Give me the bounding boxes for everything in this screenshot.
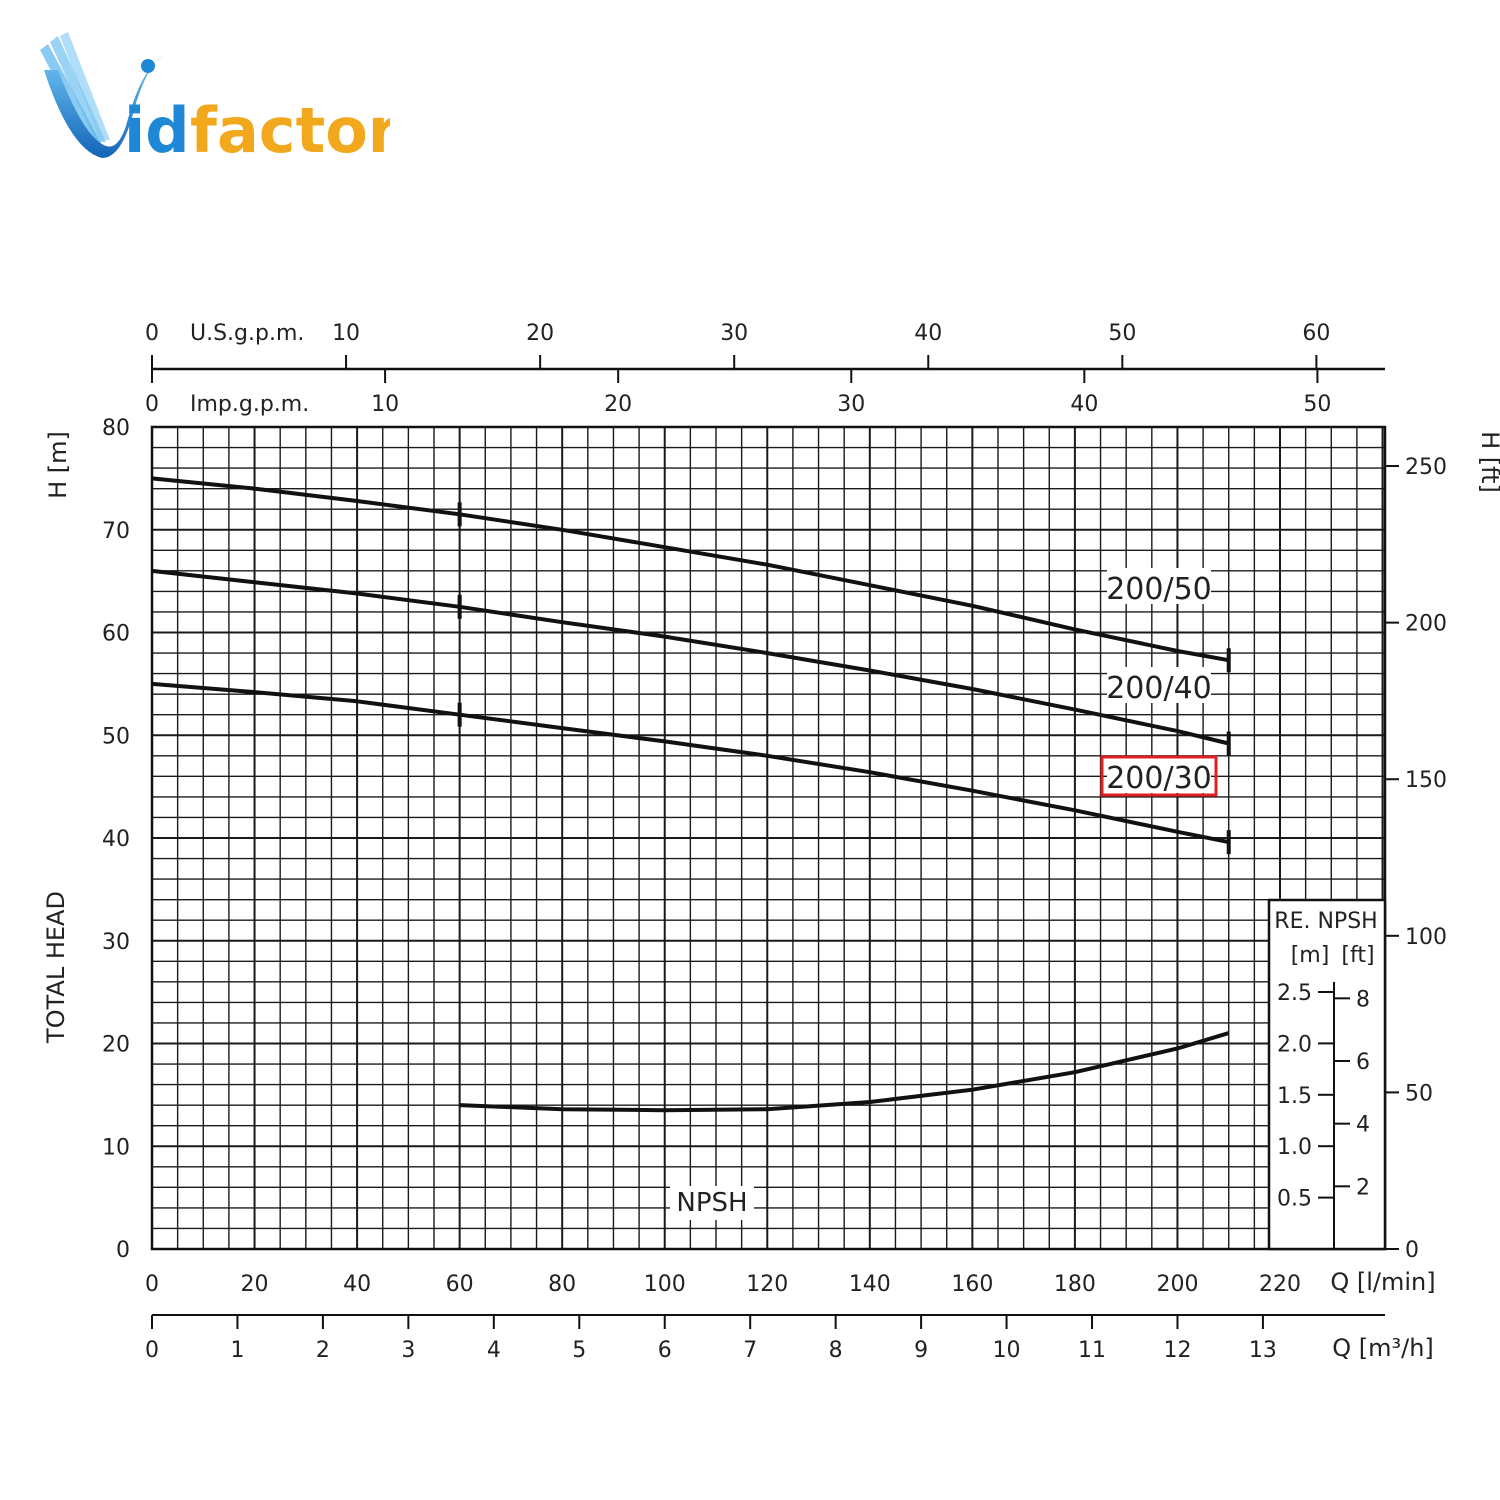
m3h-tick-label: 12 xyxy=(1163,1338,1191,1363)
x-tick-label-lpm: 200 xyxy=(1156,1272,1198,1297)
x-tick-label-lpm: 40 xyxy=(343,1272,371,1297)
x-tick-label-lpm: 100 xyxy=(644,1272,686,1297)
x-axis-label-lpm: Q [l/min] xyxy=(1330,1268,1435,1296)
usgpm-tick-label: 10 xyxy=(332,321,360,346)
y-tick-label-m: 80 xyxy=(102,416,130,441)
m3h-tick-label: 2 xyxy=(316,1338,330,1363)
chart-grid xyxy=(150,425,1387,1251)
y-tick-label-m: 50 xyxy=(102,724,130,749)
impgpm-tick-label: 10 xyxy=(371,392,399,417)
npsh-curve-label: NPSH xyxy=(676,1188,747,1218)
m3h-tick-label: 5 xyxy=(572,1338,586,1363)
y-tick-label-ft: 100 xyxy=(1405,925,1447,950)
x-tick-label-lpm: 220 xyxy=(1259,1272,1301,1297)
y-tick-label-m: 0 xyxy=(116,1238,130,1263)
chart-series: 200/50 200/40 200/30 xyxy=(151,476,1231,1220)
usgpm-tick-label: 50 xyxy=(1108,321,1136,346)
usgpm-tick-label: 0 xyxy=(145,321,159,346)
y-tick-label-ft: 150 xyxy=(1405,768,1447,793)
y-axis-label-total-head: TOTAL HEAD xyxy=(42,891,70,1044)
x-tick-label-lpm: 120 xyxy=(746,1272,788,1297)
impgpm-tick-label: 40 xyxy=(1070,392,1098,417)
y-axis-label-h-ft: H [ft] xyxy=(1476,431,1500,493)
logo-text-factor: factor xyxy=(190,94,390,167)
npsh-tick-label-ft: 4 xyxy=(1356,1113,1370,1138)
x-tick-label-lpm: 180 xyxy=(1054,1272,1096,1297)
x-tick-label-lpm: 80 xyxy=(548,1272,576,1297)
npsh-axis-title: RE. NPSH xyxy=(1274,909,1377,934)
npsh-unit-m: [m] xyxy=(1291,943,1330,968)
curve-label-200-40: 200/40 xyxy=(1106,671,1212,706)
logo-text-id: id xyxy=(124,94,190,167)
npsh-tick-label-m: 1.5 xyxy=(1277,1084,1312,1109)
curve-label-200-30: 200/30 xyxy=(1106,761,1212,796)
impgpm-tick-label: 50 xyxy=(1303,392,1331,417)
m3h-tick-label: 13 xyxy=(1249,1338,1277,1363)
m3h-tick-label: 1 xyxy=(230,1338,244,1363)
highlight-box xyxy=(1100,755,1218,797)
top-axis-label-usgpm: U.S.g.p.m. xyxy=(190,321,304,346)
plot-frame xyxy=(150,425,1387,1251)
y-tick-label-ft: 200 xyxy=(1405,612,1447,637)
x-tick-label-lpm: 20 xyxy=(241,1272,269,1297)
usgpm-tick-label: 40 xyxy=(914,321,942,346)
curve-200-40 xyxy=(151,568,1230,746)
m3h-tick-label: 11 xyxy=(1078,1338,1106,1363)
npsh-tick-label-m: 2.5 xyxy=(1277,981,1312,1006)
curve-200-30 xyxy=(151,681,1230,845)
npsh-panel xyxy=(1267,898,1387,1251)
npsh-tick-label-ft: 2 xyxy=(1356,1175,1370,1200)
npsh-label-bg xyxy=(670,1186,754,1220)
curve-label-bg xyxy=(1107,757,1211,793)
npsh-inset: 0.5 1.0 1.5 2.0 2.5 2 4 6 8 xyxy=(1267,898,1387,1251)
top-axis-label-impgpm: Imp.g.p.m. xyxy=(190,392,309,417)
curve-label-bg xyxy=(1107,667,1211,703)
m3h-tick-label: 0 xyxy=(145,1338,159,1363)
logo-feather-icon xyxy=(40,32,110,145)
y-tick-label-m: 60 xyxy=(102,622,130,647)
npsh-curve xyxy=(459,1031,1230,1113)
y-tick-label-m: 30 xyxy=(102,930,130,955)
m3h-tick-label: 7 xyxy=(743,1338,757,1363)
m3h-tick-label: 9 xyxy=(914,1338,928,1363)
y-tick-label-m: 70 xyxy=(102,519,130,544)
usgpm-tick-label: 20 xyxy=(526,321,554,346)
m3h-tick-label: 8 xyxy=(829,1338,843,1363)
m3h-tick-label: 3 xyxy=(401,1338,415,1363)
m3h-tick-label: 6 xyxy=(658,1338,672,1363)
vidfactor-logo: id factor xyxy=(40,32,390,167)
impgpm-tick-label: 30 xyxy=(837,392,865,417)
y-tick-label-m: 20 xyxy=(102,1033,130,1058)
npsh-tick-label-m: 1.0 xyxy=(1277,1135,1312,1160)
x-tick-label-lpm: 140 xyxy=(849,1272,891,1297)
impgpm-tick-label: 0 xyxy=(145,392,159,417)
npsh-unit-ft: [ft] xyxy=(1341,943,1374,968)
y-tick-label-m: 40 xyxy=(102,827,130,852)
curve-200-50 xyxy=(151,476,1230,663)
y-tick-label-m: 10 xyxy=(102,1135,130,1160)
x-tick-label-lpm: 60 xyxy=(446,1272,474,1297)
x-tick-label-lpm: 0 xyxy=(145,1272,159,1297)
curve-label-200-50: 200/50 xyxy=(1106,572,1212,607)
y-tick-label-ft: 50 xyxy=(1405,1081,1433,1106)
y-tick-label-ft: 0 xyxy=(1405,1238,1419,1263)
npsh-tick-label-m: 2.0 xyxy=(1277,1032,1312,1057)
x-axis-label-m3h: Q [m³/h] xyxy=(1332,1334,1434,1362)
m3h-tick-label: 4 xyxy=(487,1338,501,1363)
y-tick-label-ft: 250 xyxy=(1405,455,1447,480)
m3h-tick-label: 10 xyxy=(993,1338,1021,1363)
curve-label-bg xyxy=(1107,568,1211,604)
npsh-tick-label-ft: 6 xyxy=(1356,1050,1370,1075)
y-axis-label-h-m: H [m] xyxy=(44,431,72,499)
impgpm-tick-label: 20 xyxy=(604,392,632,417)
logo-v-mark xyxy=(44,55,164,158)
npsh-tick-label-m: 0.5 xyxy=(1277,1187,1312,1212)
x-tick-label-lpm: 160 xyxy=(951,1272,993,1297)
usgpm-tick-label: 30 xyxy=(720,321,748,346)
usgpm-tick-label: 60 xyxy=(1302,321,1330,346)
npsh-tick-label-ft: 8 xyxy=(1356,987,1370,1012)
